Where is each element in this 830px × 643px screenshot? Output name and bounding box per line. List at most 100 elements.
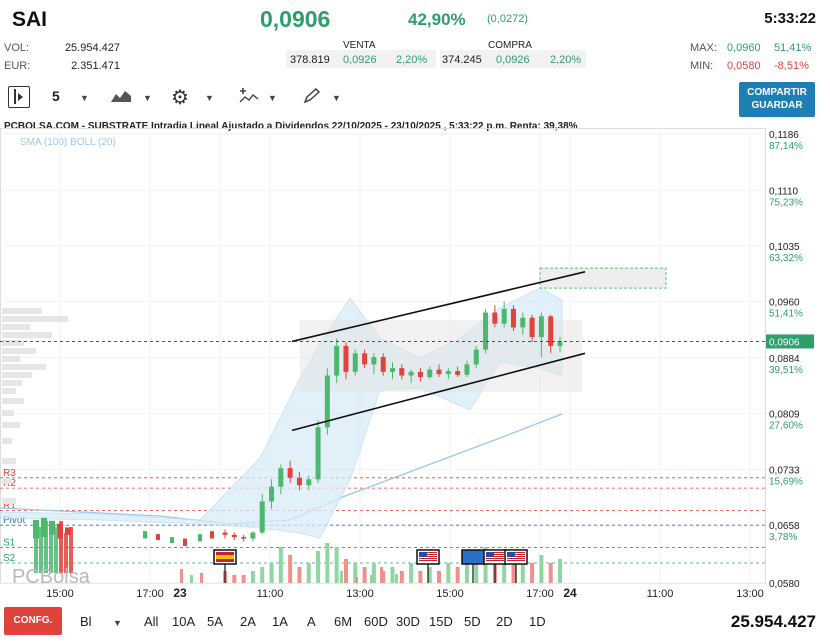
buy-row-bg (440, 50, 586, 68)
pivot-label: S1 (3, 537, 16, 548)
chevron-down-icon[interactable]: ▼ (205, 93, 214, 103)
interval-select[interactable]: 5 (52, 88, 60, 104)
volume-profile-bar (2, 458, 16, 464)
flag-us-icon-stripe (486, 556, 504, 557)
y-tick-pct: 87,14% (769, 141, 803, 152)
volume-bar (353, 563, 358, 583)
range-1d[interactable]: 1D (529, 614, 546, 629)
sidebar-toggle-icon[interactable] (8, 86, 30, 108)
candle-body (445, 371, 451, 375)
range-30d[interactable]: 30D (396, 614, 420, 629)
candle-body (399, 368, 405, 376)
volume-bar (241, 575, 246, 583)
watermark-logo: PCBolsa (12, 566, 91, 588)
candle-body (315, 427, 321, 480)
buy-price: 0,0926 (496, 54, 530, 66)
volume-profile-bar (2, 348, 36, 354)
y-tick-label: 0,0809 (769, 409, 800, 420)
chart-type-icon[interactable] (110, 88, 132, 104)
x-tick-label: 17:00 (136, 588, 164, 600)
share-label: COMPARTIR (747, 87, 807, 98)
x-tick-label: 15:00 (436, 588, 464, 600)
range-all[interactable]: All (144, 614, 159, 629)
range-a[interactable]: A (307, 614, 316, 629)
min-pct: -8,51% (774, 60, 809, 72)
x-tick-label: 11:00 (257, 588, 284, 600)
chart-title: PCBOLSA.COM - SUBSTRATE Intradia Lineal … (4, 121, 578, 132)
volume-bar (380, 567, 383, 583)
chevron-down-icon[interactable]: ▼ (113, 618, 122, 628)
volume-profile-bar (2, 438, 12, 444)
eur-label: EUR: (4, 60, 31, 72)
last-update-time: 5:33:22 (764, 10, 816, 27)
candle-body (473, 349, 479, 365)
y-tick-pct: 63,32% (769, 253, 803, 264)
range-6m[interactable]: 6M (334, 614, 353, 629)
chevron-down-icon[interactable]: ▼ (143, 93, 152, 103)
y-tick-label: 0,0580 (769, 579, 800, 590)
range-2a[interactable]: 2A (240, 614, 256, 629)
chevron-down-icon[interactable]: ▼ (80, 93, 89, 103)
range-1a[interactable]: 1A (272, 614, 288, 629)
pivot-label: Pivot (3, 515, 25, 526)
x-tick-label: 23 (173, 586, 187, 600)
candle-body (231, 534, 237, 538)
flag-us-icon-stripe (486, 552, 504, 553)
config-button[interactable]: CONFG. (4, 607, 62, 635)
y-tick-label: 0,1035 (769, 242, 800, 253)
pencil-draw-icon[interactable] (302, 87, 322, 105)
volume-bar (520, 559, 525, 583)
flag-spain-icon-stripe (216, 555, 234, 559)
volume-profile-bar (2, 380, 22, 386)
volume-bar (232, 575, 237, 583)
vol-value: 25.954.427 (64, 42, 120, 54)
chart-style-select[interactable]: Bl (80, 614, 92, 629)
volume-bar (418, 571, 423, 583)
range-2d[interactable]: 2D (496, 614, 513, 629)
channel-upper-line (291, 271, 586, 343)
volume-bar (558, 559, 562, 583)
candle-body (198, 534, 202, 542)
flag-us-icon-stripe (419, 554, 437, 555)
chevron-down-icon[interactable]: ▼ (268, 93, 277, 103)
eur-value: 2.351.471 (71, 60, 120, 72)
sell-header: VENTA (343, 40, 376, 51)
volume-bar (334, 547, 339, 583)
share-save-button[interactable]: COMPARTIR GUARDAR (739, 82, 815, 117)
y-tick-label: 0,0960 (769, 297, 800, 308)
volume-bar (427, 567, 432, 583)
candle-body (548, 316, 554, 346)
volume-bar (409, 563, 414, 583)
y-tick-pct: 27,60% (769, 420, 803, 431)
volume-bar (190, 575, 193, 583)
flag-us-icon-canton (419, 552, 427, 557)
flag-us-icon-stripe (507, 556, 525, 557)
candle-body (352, 353, 358, 372)
change-percent: 42,90% (408, 10, 466, 29)
candle-body (278, 468, 284, 487)
range-60d[interactable]: 60D (364, 614, 388, 629)
volume-profile-bar (2, 332, 52, 338)
range-15d[interactable]: 15D (429, 614, 453, 629)
candle-body (334, 345, 340, 376)
candle-body (371, 357, 377, 365)
range-10a[interactable]: 10A (172, 614, 196, 629)
flag-us-icon-stripe (507, 558, 525, 559)
range-5d[interactable]: 5D (464, 614, 481, 629)
flag-us-icon-stripe (486, 560, 504, 561)
buy-header: COMPRA (488, 40, 532, 51)
chevron-down-icon[interactable]: ▼ (332, 93, 341, 103)
volume-bar (399, 571, 404, 583)
candle-body (520, 317, 526, 328)
volume-bar (69, 527, 73, 573)
indicators-icon[interactable] (238, 87, 260, 105)
gear-icon[interactable]: ⚙ (171, 87, 189, 109)
flag-us-icon-stripe (419, 552, 437, 553)
range-5a[interactable]: 5A (207, 614, 223, 629)
volume-bar (446, 563, 451, 583)
volume-bar (180, 569, 183, 583)
candle-body (417, 371, 423, 378)
last-price: 0,0906 (260, 6, 331, 32)
volume-bar (278, 547, 283, 583)
